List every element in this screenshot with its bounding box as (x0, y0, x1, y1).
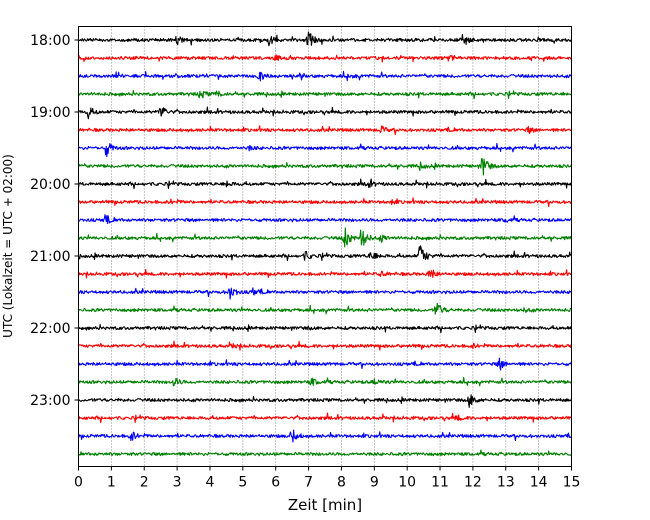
seismic-trace-1845 (77, 90, 572, 100)
x-tick-label: 13 (497, 475, 515, 491)
y-axis-label: UTC (Lokalzeit = UTC + 02:00) (1, 154, 15, 338)
x-tick-label: 14 (530, 475, 548, 491)
seismic-trace-2245 (78, 376, 572, 387)
x-tick-label: 10 (398, 475, 416, 491)
y-tick-label: 22:00 (30, 321, 70, 337)
seismic-trace-2000 (77, 178, 572, 190)
seismic-trace-2115 (78, 268, 572, 279)
seismic-trace-2100 (78, 245, 572, 262)
seismic-trace-1900 (77, 106, 572, 120)
x-axis-label: Zeit [min] (288, 496, 362, 514)
x-tick-label: 11 (431, 475, 449, 491)
seismic-trace-2345 (78, 449, 572, 457)
seismic-trace-2300 (77, 394, 573, 408)
x-tick-label: 12 (464, 475, 482, 491)
seismic-trace-2145 (78, 302, 572, 315)
seismic-trace-2030 (78, 214, 572, 224)
seismic-trace-2230 (77, 357, 572, 371)
x-tick-label: 5 (238, 475, 247, 491)
x-tick-label: 9 (370, 475, 379, 491)
seismic-trace-2130 (77, 287, 572, 300)
seismic-trace-2045 (78, 227, 572, 248)
y-tick-label: 21:00 (30, 249, 70, 265)
y-tick-label: 18:00 (30, 33, 70, 49)
x-tick-label: 2 (140, 475, 149, 491)
grid-lines (111, 26, 539, 467)
seismic-trace-2315 (77, 412, 573, 424)
seismic-trace-1815 (77, 54, 572, 63)
y-tick-label: 20:00 (30, 177, 70, 193)
seismic-trace-2215 (78, 340, 572, 351)
seismic-trace-2330 (77, 429, 572, 443)
y-tick-label: 19:00 (30, 105, 70, 121)
seismic-trace-1800 (78, 31, 572, 47)
x-tick-label: 1 (107, 475, 116, 491)
seismic-trace-1915 (78, 125, 572, 136)
seismic-trace-1830 (78, 70, 572, 82)
seismic-trace-1930 (78, 142, 572, 158)
x-tick-label: 0 (74, 475, 83, 491)
x-tick-label: 4 (206, 475, 215, 491)
seismic-trace-2015 (78, 197, 572, 208)
plot-frame (78, 26, 572, 467)
y-tick-label: 23:00 (30, 393, 70, 409)
x-tick-label: 15 (563, 475, 581, 491)
seismic-trace-1945 (78, 158, 573, 176)
trace-group (77, 31, 573, 457)
x-tick-label: 8 (337, 475, 346, 491)
y-axis-ticks: 18:00 19:00 20:00 21:00 22:00 23:00 (30, 33, 79, 409)
seismic-trace-2200 (77, 324, 572, 334)
x-tick-label: 7 (304, 475, 313, 491)
x-tick-label: 6 (271, 475, 280, 491)
x-tick-label: 3 (173, 475, 182, 491)
x-axis-ticks: 0 1 2 3 4 5 6 7 8 9 10 11 12 13 14 15 (74, 466, 581, 491)
